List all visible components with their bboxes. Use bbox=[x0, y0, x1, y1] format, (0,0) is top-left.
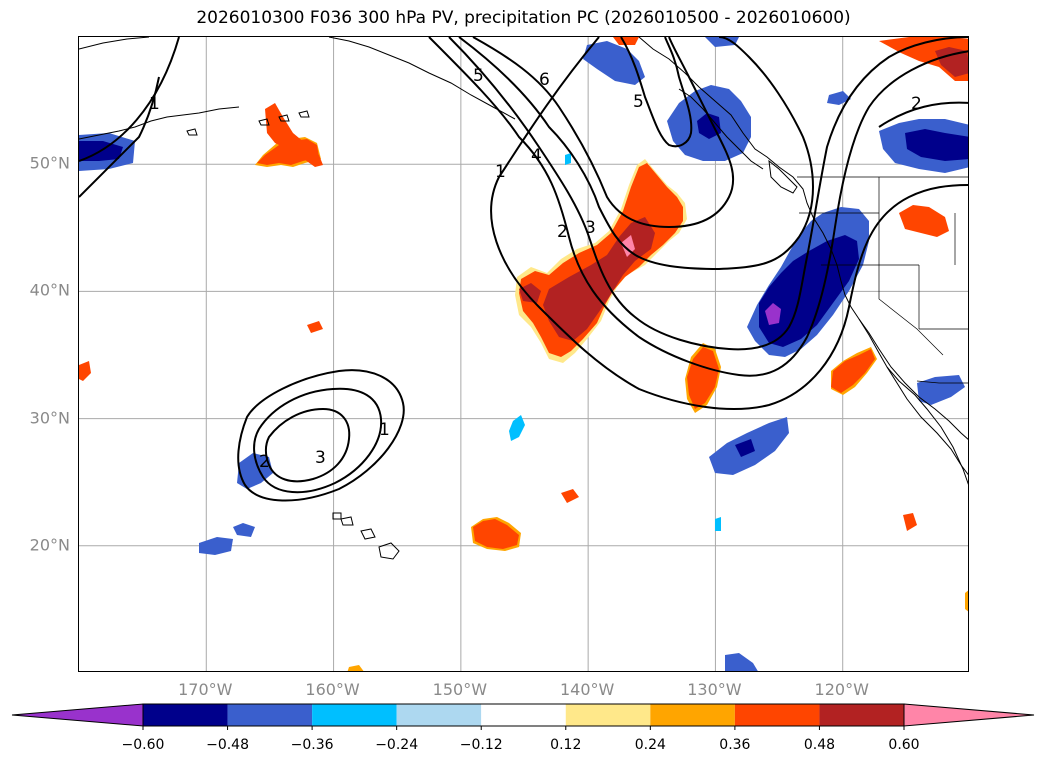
pv-contour-5-main bbox=[472, 37, 735, 229]
colorbar-tick-label: −0.12 bbox=[459, 737, 503, 753]
pv-contour-2-low bbox=[253, 387, 383, 494]
colorbar-tick-label: 0.12 bbox=[550, 737, 582, 753]
pv-label: 6 bbox=[539, 70, 550, 90]
political-boundaries bbox=[797, 176, 968, 384]
colorbar-segment bbox=[819, 704, 904, 726]
graticule bbox=[79, 37, 968, 671]
coastline-alaska-peninsula bbox=[79, 106, 240, 140]
colorbar-tick-label: 0.48 bbox=[803, 737, 836, 753]
colorbar-tick-label: −0.48 bbox=[206, 737, 249, 753]
colorbar-extend-max bbox=[903, 703, 1035, 727]
coastline-aleutian-2 bbox=[278, 114, 290, 122]
longitude-label: 170°W bbox=[178, 680, 233, 699]
pv-contour-labels: 1 2 3 4 5 5 2 3 1 2 1 6 bbox=[149, 66, 922, 472]
longitude-label: 140°W bbox=[559, 680, 615, 699]
colorbar-tick-label: 0.24 bbox=[634, 737, 666, 753]
coastline-se-alaska bbox=[328, 37, 516, 120]
pv-label: 2 bbox=[557, 222, 568, 242]
colorbar-outline bbox=[142, 703, 905, 727]
precip-negative-areas bbox=[79, 37, 968, 671]
pv-label: 1 bbox=[379, 420, 390, 440]
coastlines bbox=[79, 37, 968, 560]
pv-contour-1-low bbox=[237, 369, 405, 502]
precip-positive-areas bbox=[79, 37, 968, 671]
latitude-label: 40°N bbox=[29, 280, 70, 300]
pv-contour-1-main bbox=[79, 37, 968, 410]
colorbar-segment bbox=[565, 704, 651, 726]
chart-title: 2026010300 F036 300 hPa PV, precipitatio… bbox=[196, 8, 851, 28]
pv-label: 3 bbox=[585, 218, 596, 238]
coastline-oahu bbox=[340, 516, 354, 526]
map-canvas: 1 2 3 4 5 5 2 3 1 2 1 6 bbox=[79, 37, 968, 671]
colorbar-segment bbox=[396, 704, 482, 726]
colorbar-segment bbox=[312, 704, 397, 726]
pv-contour-1-alaska bbox=[79, 76, 160, 198]
colorbar-tick-label: −0.60 bbox=[121, 737, 165, 753]
coastline-kauai bbox=[332, 512, 342, 520]
pv-label: 2 bbox=[259, 452, 270, 472]
pv-contour-3-main bbox=[448, 37, 968, 351]
colorbar-extend-min bbox=[11, 703, 144, 727]
colorbar-segment bbox=[650, 704, 735, 726]
latitude-label: 30°N bbox=[29, 408, 70, 428]
pv-contour-3-low bbox=[265, 407, 351, 483]
colorbar-segment bbox=[734, 704, 820, 726]
pv-label: 1 bbox=[149, 94, 160, 114]
pv-label: 2 bbox=[911, 94, 922, 114]
coastline-baja bbox=[858, 318, 968, 440]
colorbar-segment bbox=[227, 704, 313, 726]
coastline-aleutian-4 bbox=[186, 128, 198, 136]
us-mexico-border bbox=[916, 380, 968, 384]
coastline-aleutian-3 bbox=[298, 110, 310, 118]
pv-label: 5 bbox=[473, 66, 484, 86]
colorbar bbox=[11, 703, 1035, 730]
pv-label: 4 bbox=[531, 146, 542, 166]
longitude-label: 150°W bbox=[432, 680, 488, 699]
coastline-north-america bbox=[638, 37, 968, 485]
colorbar-segment bbox=[481, 704, 566, 726]
coastline-alaska-north bbox=[79, 37, 150, 50]
latitude-label: 50°N bbox=[29, 153, 70, 173]
coastline-gulf-of-california bbox=[886, 366, 968, 476]
map-panel: 1 2 3 4 5 5 2 3 1 2 1 6 bbox=[78, 36, 969, 672]
pv-contour-6-main bbox=[620, 37, 693, 148]
colorbar-segment bbox=[143, 704, 228, 726]
coastline-maui bbox=[360, 528, 376, 540]
pv-contours bbox=[79, 37, 968, 502]
pv-label: 5 bbox=[633, 92, 644, 112]
longitude-label: 160°W bbox=[305, 680, 360, 699]
us-state-border-ca-nv bbox=[878, 265, 944, 356]
coastline-vancouver-island bbox=[768, 159, 798, 194]
longitude-label: 130°W bbox=[687, 680, 742, 699]
coastline-bc-islands bbox=[678, 88, 764, 170]
colorbar-tick-label: 0.60 bbox=[888, 737, 920, 753]
coastline-hawaii-big-island bbox=[378, 542, 400, 560]
colorbar-tick-label: 0.36 bbox=[719, 737, 751, 753]
pv-contour-2-nw bbox=[878, 101, 968, 128]
pv-label: 1 bbox=[495, 162, 506, 182]
colorbar-tick-label: −0.24 bbox=[375, 737, 419, 753]
latitude-label: 20°N bbox=[29, 535, 70, 555]
pv-contour-4-main bbox=[458, 37, 814, 271]
pv-contour-2-main bbox=[428, 37, 968, 377]
colorbar-tick-label: −0.36 bbox=[290, 737, 334, 753]
pv-label: 3 bbox=[315, 448, 326, 468]
longitude-label: 120°W bbox=[814, 680, 869, 699]
coastline-aleutian-1 bbox=[258, 118, 270, 126]
